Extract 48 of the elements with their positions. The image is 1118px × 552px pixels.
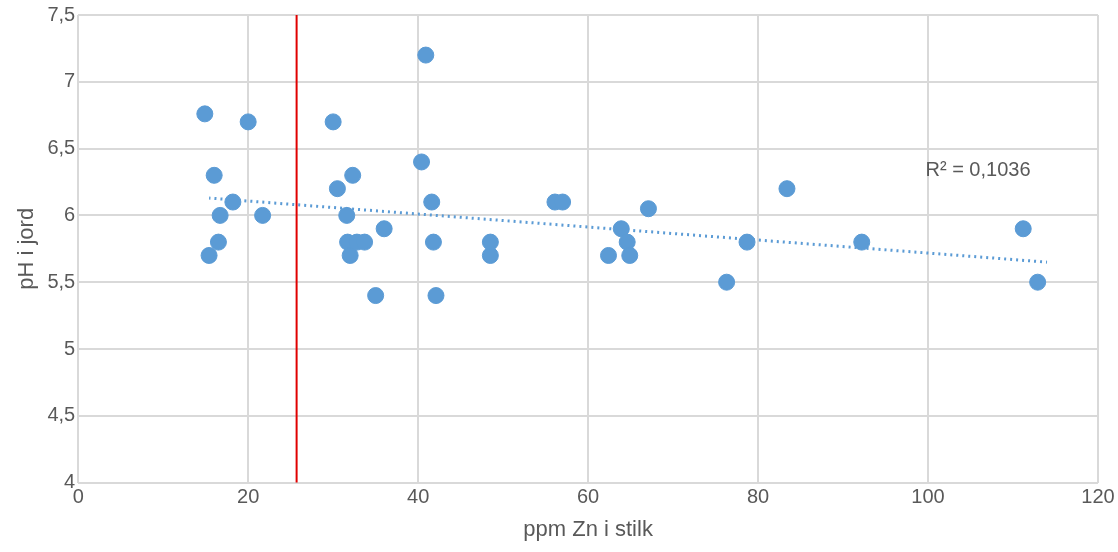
x-tick-label: 100 (911, 485, 945, 508)
x-tick-label: 40 (407, 485, 430, 508)
point (239, 113, 257, 131)
x-tick-label: 20 (237, 485, 260, 508)
point (1014, 220, 1032, 238)
point (618, 233, 636, 251)
point (417, 46, 435, 64)
y-tick-label: 6 (64, 202, 76, 225)
y-axis-title: pH i jord (13, 207, 39, 290)
y-tick-label: 5,5 (47, 269, 76, 292)
x-axis-title: ppm Zn i stilk (523, 515, 654, 541)
point (200, 246, 218, 264)
point (375, 220, 393, 238)
y-tick-label: 4,5 (47, 403, 76, 426)
point (738, 233, 756, 251)
y-tick-label: 6,5 (47, 136, 76, 159)
x-tick-label: 0 (72, 485, 84, 508)
point (224, 193, 242, 211)
point (338, 206, 356, 224)
y-tick-label: 7,5 (47, 2, 76, 25)
annotation: R² = 0,1036 (925, 157, 1031, 180)
point (324, 113, 342, 131)
y-tick-label: 5 (64, 336, 76, 359)
x-tick-label: 60 (576, 485, 600, 508)
point (639, 200, 657, 218)
point (344, 166, 362, 184)
point (328, 180, 346, 198)
point (1029, 273, 1047, 291)
point (205, 166, 223, 184)
y-tick-label: 7 (64, 69, 76, 92)
point (413, 153, 431, 171)
point (367, 287, 385, 305)
point (424, 233, 442, 251)
x-tick-label: 120 (1081, 485, 1115, 508)
point (423, 193, 441, 211)
point (853, 233, 871, 251)
point (427, 287, 445, 305)
point (211, 206, 229, 224)
x-tick-label: 80 (746, 485, 770, 508)
point (778, 180, 796, 198)
point (612, 220, 630, 238)
point (621, 246, 639, 264)
point (209, 233, 227, 251)
point (600, 246, 617, 264)
point (196, 105, 214, 123)
point (481, 233, 499, 251)
point (718, 273, 736, 291)
point (254, 206, 272, 224)
